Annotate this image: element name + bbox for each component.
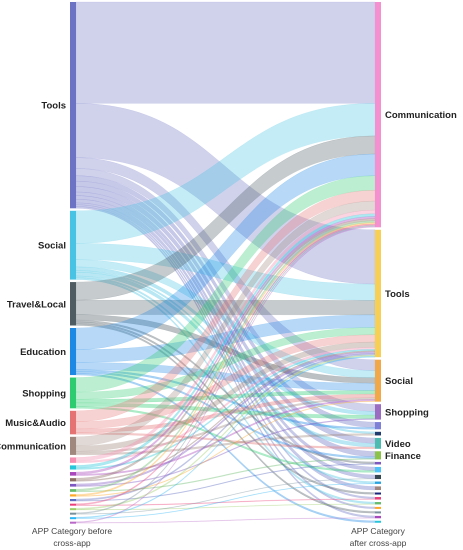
sankey-nodes (70, 2, 381, 524)
right-node-label: Finance (385, 451, 421, 462)
left-node-bar (70, 512, 76, 515)
right-node-label: Social (385, 376, 413, 387)
flow-link (75, 1, 376, 104)
flow-link (75, 503, 376, 511)
right-node-bar (375, 511, 381, 514)
right-node-bar (375, 497, 381, 500)
right-node-label: Video (385, 439, 411, 450)
left-node-bar (70, 517, 76, 520)
left-node-bar (70, 436, 76, 455)
flow-link (75, 432, 376, 449)
right-node-bar (375, 437, 381, 449)
right-node-bar (375, 474, 381, 480)
right-node-bar (375, 506, 381, 509)
left-node-label: Communication (0, 441, 66, 452)
right-node-label: Tools (385, 289, 410, 300)
left-node-bar (70, 472, 76, 476)
right-node-bar (375, 451, 381, 460)
left-node-bar (70, 521, 76, 524)
right-node-label: Shopping (385, 407, 429, 418)
right-node-bar (375, 2, 381, 228)
flow-link (75, 433, 376, 456)
flow-link (75, 478, 376, 515)
right-axis-caption-line2: after cross-app (350, 538, 407, 548)
left-node-bar (70, 465, 76, 470)
left-node-bar (70, 282, 76, 326)
left-node-bar (70, 2, 76, 209)
right-node-bar (375, 404, 381, 420)
left-node-label: Education (20, 347, 66, 358)
right-node-label: Communication (385, 110, 457, 121)
left-node-label: Social (38, 241, 66, 252)
right-node-bar (375, 492, 381, 495)
right-axis-caption-line1: APP Category (351, 526, 405, 536)
left-node-bar (70, 499, 76, 502)
right-node-bar (375, 481, 381, 484)
right-node-bar (375, 486, 381, 491)
flow-link (75, 199, 376, 491)
left-node-bar (70, 478, 76, 482)
flow-link (75, 463, 376, 502)
left-node-bar (70, 210, 76, 280)
flow-link (75, 226, 376, 523)
flow-link (75, 369, 376, 430)
left-node-label: Tools (41, 101, 66, 112)
sankey-labels: Tools Social Travel&Local Education Shopping… (0, 101, 457, 462)
right-node-bar (375, 359, 381, 402)
left-node-bar (70, 494, 76, 497)
right-node-bar (375, 502, 381, 505)
left-axis-caption-line1: APP Category before (32, 526, 112, 536)
left-node-label: Travel&Local (7, 299, 66, 310)
right-node-bar (375, 520, 381, 523)
right-node-bar (375, 466, 381, 473)
sankey-links (75, 1, 376, 524)
flow-link (75, 517, 376, 524)
right-node-bar (375, 431, 381, 436)
left-axis-caption-line2: cross-app (53, 538, 91, 548)
left-node-bar (70, 489, 76, 492)
right-node-bar (375, 461, 381, 465)
right-node-bar (375, 515, 381, 519)
right-node-bar (375, 229, 381, 358)
left-node-label: Music&Audio (5, 418, 66, 429)
right-node-bar (375, 422, 381, 430)
left-node-bar (70, 377, 76, 409)
left-node-bar (70, 508, 76, 511)
left-node-label: Shopping (22, 388, 66, 399)
left-node-bar (70, 457, 76, 463)
left-node-bar (70, 410, 76, 435)
left-node-bar (70, 503, 76, 506)
left-node-bar (70, 483, 76, 487)
left-node-bar (70, 327, 76, 376)
flow-link (75, 406, 376, 473)
